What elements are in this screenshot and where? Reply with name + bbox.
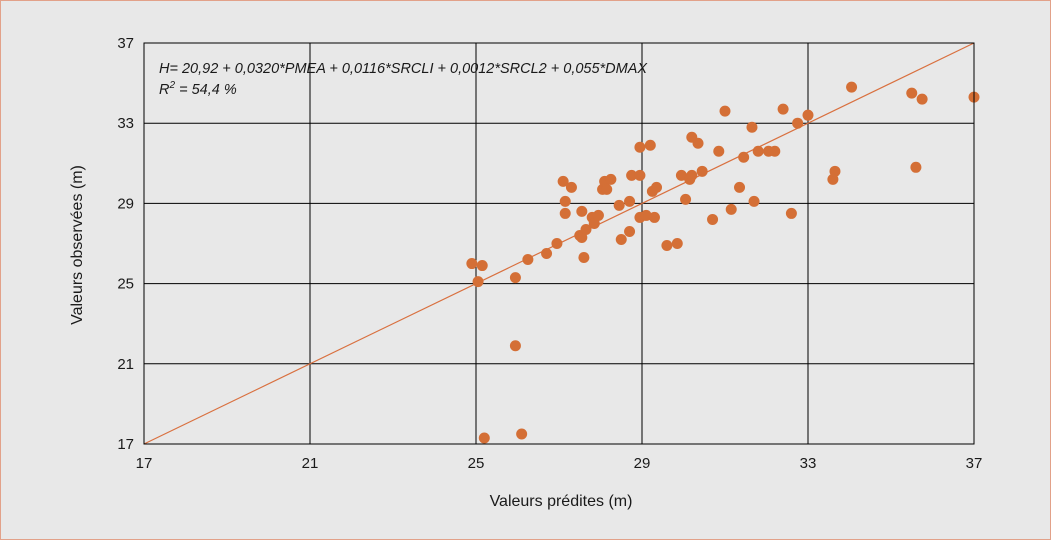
data-point [648,211,660,223]
data-point [634,141,646,153]
regression-equation: H= 20,92 + 0,0320*PMEA + 0,0116*SRCLI + … [159,61,648,77]
data-point [696,165,708,177]
data-point [644,139,656,151]
data-point [675,169,687,181]
data-point [478,432,490,444]
data-point [748,195,760,207]
data-point [516,428,528,440]
y-axis-title: Valeurs observées (m) [69,165,86,325]
x-tick-label: 33 [800,455,817,472]
data-point [551,238,563,249]
data-point [634,169,646,181]
data-point [557,175,569,187]
data-point [541,248,553,260]
data-point [640,209,652,221]
data-point [624,225,636,237]
x-tick-labels: 17 21 25 29 33 37 [136,455,983,472]
data-point [829,165,841,177]
data-point [846,81,858,93]
data-point [661,240,673,252]
data-point [713,145,725,157]
data-point [680,193,692,205]
data-point [769,145,781,157]
data-point [707,213,719,225]
x-tick-label: 17 [136,455,153,472]
data-point [746,121,758,133]
data-point [476,260,488,272]
data-point [565,181,577,193]
y-tick-label: 29 [117,195,134,212]
y-tick-label: 17 [117,436,134,453]
data-point [615,233,627,245]
x-tick-label: 25 [468,455,485,472]
data-point [692,137,704,149]
y-tick-label: 33 [117,115,134,132]
data-point [792,117,804,129]
data-point [651,181,663,193]
data-point [752,145,764,157]
data-point [671,238,683,249]
data-point [580,223,592,235]
data-point [906,87,918,99]
data-point [777,103,789,115]
data-points [466,81,980,444]
data-point [578,252,590,264]
data-point [719,105,731,117]
y-tick-label: 21 [117,356,134,373]
y-tick-labels: 17 21 25 29 33 37 [117,35,134,453]
data-point [605,173,617,185]
data-point [522,254,534,266]
data-point [509,340,521,352]
data-point [576,205,588,217]
data-point [910,161,922,173]
r-squared-value: = 54,4 % [175,82,237,98]
data-point [592,209,604,221]
x-tick-label: 21 [302,455,319,472]
data-point [613,199,625,211]
r-squared-superscript: 2 [168,80,175,91]
data-point [916,93,928,105]
r-squared-label: R2 = 54,4 % [159,80,237,98]
data-point [734,181,746,193]
x-axis-title: Valeurs prédites (m) [490,493,633,510]
y-tick-label: 25 [117,276,134,293]
x-tick-label: 29 [634,455,651,472]
data-point [559,207,571,219]
r-squared-symbol: R [159,82,170,98]
y-tick-label: 37 [117,35,134,52]
data-point [725,203,737,215]
data-point [601,183,613,195]
data-point [738,151,750,163]
x-tick-label: 37 [966,455,983,472]
data-point [472,276,484,288]
data-point [509,272,521,284]
data-point [559,195,571,207]
data-point [624,195,636,207]
plot-border [143,42,975,445]
data-point [785,207,797,219]
data-point [686,169,698,181]
data-point [466,258,478,270]
data-point [802,109,814,121]
data-point [626,169,638,181]
